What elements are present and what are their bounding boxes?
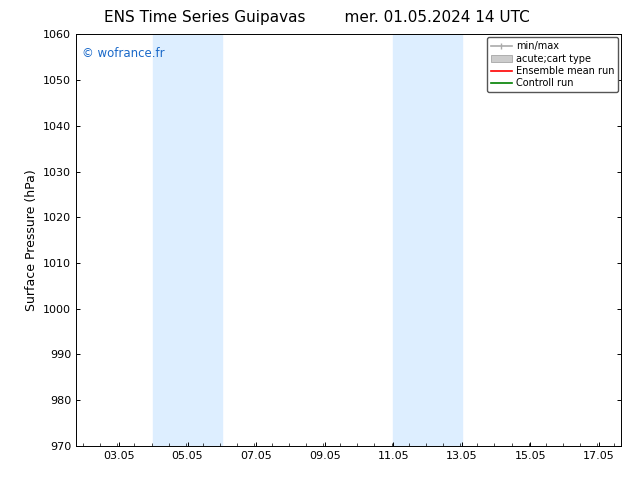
Text: ENS Time Series Guipavas        mer. 01.05.2024 14 UTC: ENS Time Series Guipavas mer. 01.05.2024… xyxy=(104,10,530,25)
Bar xyxy=(393,34,462,446)
Legend: min/max, acute;cart type, Ensemble mean run, Controll run: min/max, acute;cart type, Ensemble mean … xyxy=(487,37,618,92)
Text: © wofrance.fr: © wofrance.fr xyxy=(82,47,164,60)
Y-axis label: Surface Pressure (hPa): Surface Pressure (hPa) xyxy=(25,169,37,311)
Bar xyxy=(153,34,222,446)
